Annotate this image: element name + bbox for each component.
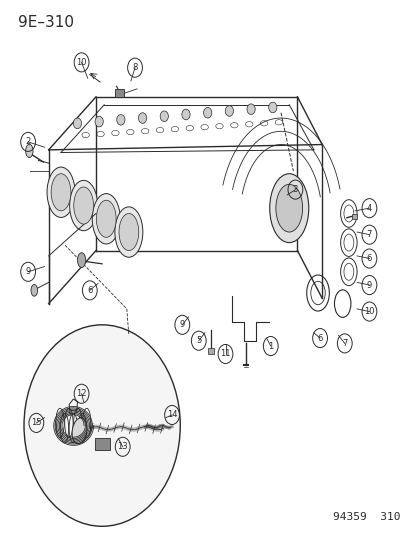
Text: 9: 9 xyxy=(179,320,185,329)
Text: 6: 6 xyxy=(317,334,322,343)
Circle shape xyxy=(95,116,103,127)
Text: 5: 5 xyxy=(196,336,201,345)
Text: 3: 3 xyxy=(292,185,297,194)
Ellipse shape xyxy=(119,214,138,251)
Circle shape xyxy=(268,102,276,113)
Ellipse shape xyxy=(115,207,142,257)
Bar xyxy=(95,438,109,450)
Text: 10: 10 xyxy=(76,58,87,67)
Text: 9: 9 xyxy=(26,268,31,276)
Circle shape xyxy=(203,108,211,118)
Circle shape xyxy=(24,325,180,526)
Ellipse shape xyxy=(92,193,120,244)
Text: 1: 1 xyxy=(268,342,273,351)
Ellipse shape xyxy=(72,418,87,444)
Ellipse shape xyxy=(26,144,33,158)
Bar xyxy=(351,214,356,219)
Circle shape xyxy=(116,115,125,125)
Text: 9E–310: 9E–310 xyxy=(18,14,74,30)
Ellipse shape xyxy=(96,200,116,237)
Text: 9: 9 xyxy=(366,280,371,289)
Text: 11: 11 xyxy=(220,350,230,359)
Text: 7: 7 xyxy=(366,230,371,239)
Ellipse shape xyxy=(69,180,97,231)
Circle shape xyxy=(225,106,233,116)
Text: 10: 10 xyxy=(363,307,374,316)
Ellipse shape xyxy=(269,174,308,243)
Text: 8: 8 xyxy=(132,63,138,72)
Text: 12: 12 xyxy=(76,389,87,398)
Bar xyxy=(115,89,123,97)
Circle shape xyxy=(138,113,146,123)
Text: 2: 2 xyxy=(26,138,31,147)
Text: 6: 6 xyxy=(87,286,92,295)
Bar xyxy=(208,348,214,354)
Circle shape xyxy=(160,111,168,122)
Text: 6: 6 xyxy=(366,254,371,263)
Ellipse shape xyxy=(77,253,85,268)
Text: 15: 15 xyxy=(31,418,41,427)
Ellipse shape xyxy=(31,285,38,296)
Ellipse shape xyxy=(275,184,302,232)
Ellipse shape xyxy=(47,167,75,217)
Text: 94359  310: 94359 310 xyxy=(332,512,399,522)
Text: 4: 4 xyxy=(366,204,371,213)
Ellipse shape xyxy=(74,187,93,224)
Text: 7: 7 xyxy=(341,339,347,348)
Ellipse shape xyxy=(51,174,71,211)
Circle shape xyxy=(247,104,254,115)
Circle shape xyxy=(73,118,81,128)
Text: 13: 13 xyxy=(117,442,128,451)
Circle shape xyxy=(181,109,190,120)
Text: 14: 14 xyxy=(166,410,177,419)
